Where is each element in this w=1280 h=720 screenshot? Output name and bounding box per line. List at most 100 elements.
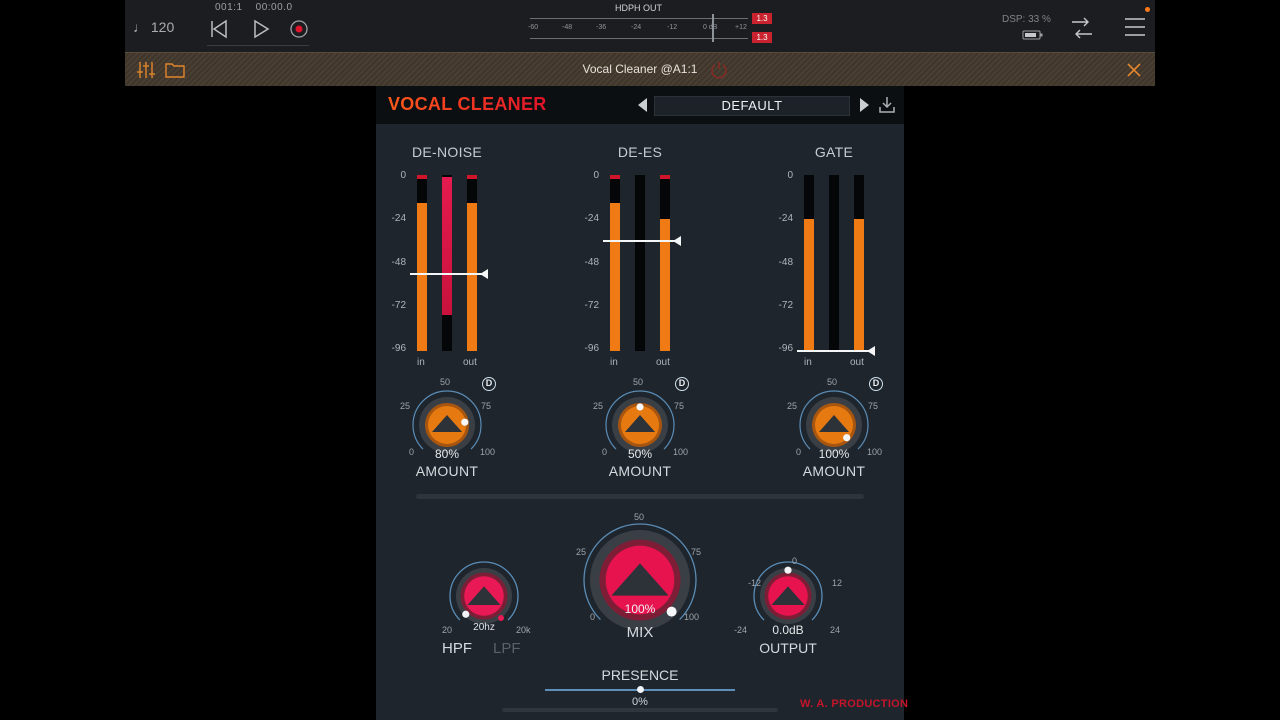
vocal-cleaner-plugin: VOCAL CLEANER DEFAULT DE-NOISE 0 -24 -48 -72…: [376, 86, 908, 720]
meter-scale-label: -60: [528, 24, 539, 31]
output-label: OUTPUT: [759, 640, 817, 656]
transport-divider: [207, 45, 309, 46]
knob-scale-50: 50: [440, 377, 451, 387]
reduction-meter: [829, 175, 839, 351]
power-icon[interactable]: [710, 61, 728, 79]
plugin-header: VOCAL CLEANER DEFAULT: [376, 86, 904, 124]
knob-scale-50: 50: [633, 377, 644, 387]
knob-indicator: [461, 418, 469, 426]
knob-scale-25: 25: [400, 401, 411, 411]
presence-slider-thumb[interactable]: [636, 686, 644, 693]
knob-scale-max: 100: [480, 447, 496, 457]
filter-knob-group: 20 20k 20hz HPF LPF: [434, 556, 534, 666]
clip-indicator-right[interactable]: 1.3: [752, 32, 772, 43]
output-scale-max: 24: [830, 625, 841, 635]
clip-indicator: [417, 175, 427, 179]
preset-prev-button[interactable]: [638, 98, 647, 112]
play-icon[interactable]: [251, 19, 271, 39]
dsp-load: DSP: 33 %: [1002, 14, 1051, 25]
output-value: 0.0dB: [772, 623, 804, 637]
mixer-icon[interactable]: [136, 60, 156, 80]
knob-scale-75: 75: [481, 401, 492, 411]
out-label: out: [850, 357, 864, 368]
folder-icon[interactable]: [165, 61, 185, 79]
mix-label: MIX: [626, 624, 654, 641]
meter-scale-label: -24: [631, 24, 642, 31]
in-label: in: [610, 357, 618, 368]
threshold-slider[interactable]: [797, 346, 875, 356]
meter-scale-label: -48: [562, 24, 573, 31]
meter-scale-label: -12: [667, 24, 678, 31]
amount-knob[interactable]: [600, 385, 680, 465]
filter-knob[interactable]: [444, 556, 524, 636]
meter-scale-label: 0: [787, 170, 793, 181]
out-label: out: [463, 357, 477, 368]
scroll-indicator[interactable]: [502, 708, 778, 712]
amount-knob[interactable]: [794, 385, 874, 465]
preset-selector[interactable]: DEFAULT: [654, 96, 850, 116]
tempo-display[interactable]: ♩ 120: [133, 19, 175, 35]
output-meter-left: [530, 18, 748, 19]
output-meter: [854, 175, 864, 351]
threshold-slider[interactable]: [603, 236, 681, 246]
presence-label: PRESENCE: [601, 667, 679, 683]
dynamic-mode-button[interactable]: D: [482, 377, 496, 391]
meter-scale-label: -24: [391, 213, 406, 224]
vendor-logo: W. A. PRODUCTION: [800, 698, 909, 710]
plugin-brand: VOCAL CLEANER: [388, 94, 547, 114]
save-preset-icon[interactable]: [878, 96, 896, 114]
meter-scale-label: -96: [584, 343, 599, 354]
menu-icon[interactable]: [1124, 16, 1146, 38]
knob-scale-25: 25: [593, 401, 604, 411]
output-meter: [467, 175, 477, 351]
threshold-slider[interactable]: [410, 269, 488, 279]
record-icon[interactable]: [289, 19, 309, 39]
reduction-meter-level: [442, 177, 452, 315]
knob-indicator: [636, 403, 644, 411]
position-bar: 001:1: [215, 2, 243, 13]
knob-scale-75: 75: [868, 401, 879, 411]
mix-scale-50: 50: [634, 512, 645, 522]
host-toolbar: ♩ 120 001:1 00:00.0 HDPH OUT -60 -48 -36 -2…: [125, 0, 1155, 52]
routing-icon[interactable]: [1069, 15, 1095, 41]
output-knob-group: -24 -12 0 12 24 0.0dB OUTPUT: [734, 556, 842, 668]
knob-label: AMOUNT: [415, 463, 479, 479]
output-meter-level: [854, 219, 864, 351]
position-display: 001:1 00:00.0: [215, 2, 293, 13]
tempo-value: 120: [150, 19, 175, 35]
rewind-icon[interactable]: [209, 19, 229, 39]
knob-scale-25: 25: [787, 401, 798, 411]
dynamic-mode-button[interactable]: D: [675, 377, 689, 391]
lpf-indicator: [498, 615, 504, 621]
meter-scale-label: -72: [778, 300, 793, 311]
clip-indicator: [610, 175, 620, 179]
meter-scale-label: -48: [391, 257, 406, 268]
mix-knob[interactable]: [580, 520, 700, 640]
input-meter-level: [610, 203, 620, 351]
output-scale-mid: 0: [792, 556, 798, 566]
clip-indicator: [660, 175, 670, 179]
out-label: out: [656, 357, 670, 368]
hpf-button[interactable]: HPF: [442, 640, 472, 657]
lpf-button[interactable]: LPF: [493, 640, 521, 657]
filter-scale-min: 20: [442, 625, 453, 635]
input-meter-level: [417, 203, 427, 351]
output-knob[interactable]: [748, 556, 828, 636]
meter-scale-label: 0: [400, 170, 406, 181]
knob-scale-50: 50: [827, 377, 838, 387]
filter-scale-max: 20k: [516, 625, 531, 635]
mix-scale-25: 25: [576, 547, 587, 557]
close-icon[interactable]: [1127, 63, 1141, 77]
zero-db-marker: [712, 14, 714, 42]
section-title: GATE: [814, 144, 854, 160]
clip-indicator-left[interactable]: 1.3: [752, 13, 772, 24]
input-meter-level: [804, 219, 814, 351]
battery-icon: [1022, 30, 1043, 40]
knob-value: 80%: [434, 447, 460, 461]
plugin-title: Vocal Cleaner @A1:1: [582, 62, 698, 76]
preset-next-button[interactable]: [860, 98, 869, 112]
mix-value: 100%: [624, 602, 656, 616]
amount-knob[interactable]: [407, 385, 487, 465]
dynamic-mode-button[interactable]: D: [869, 377, 883, 391]
knob-scale-75: 75: [674, 401, 685, 411]
